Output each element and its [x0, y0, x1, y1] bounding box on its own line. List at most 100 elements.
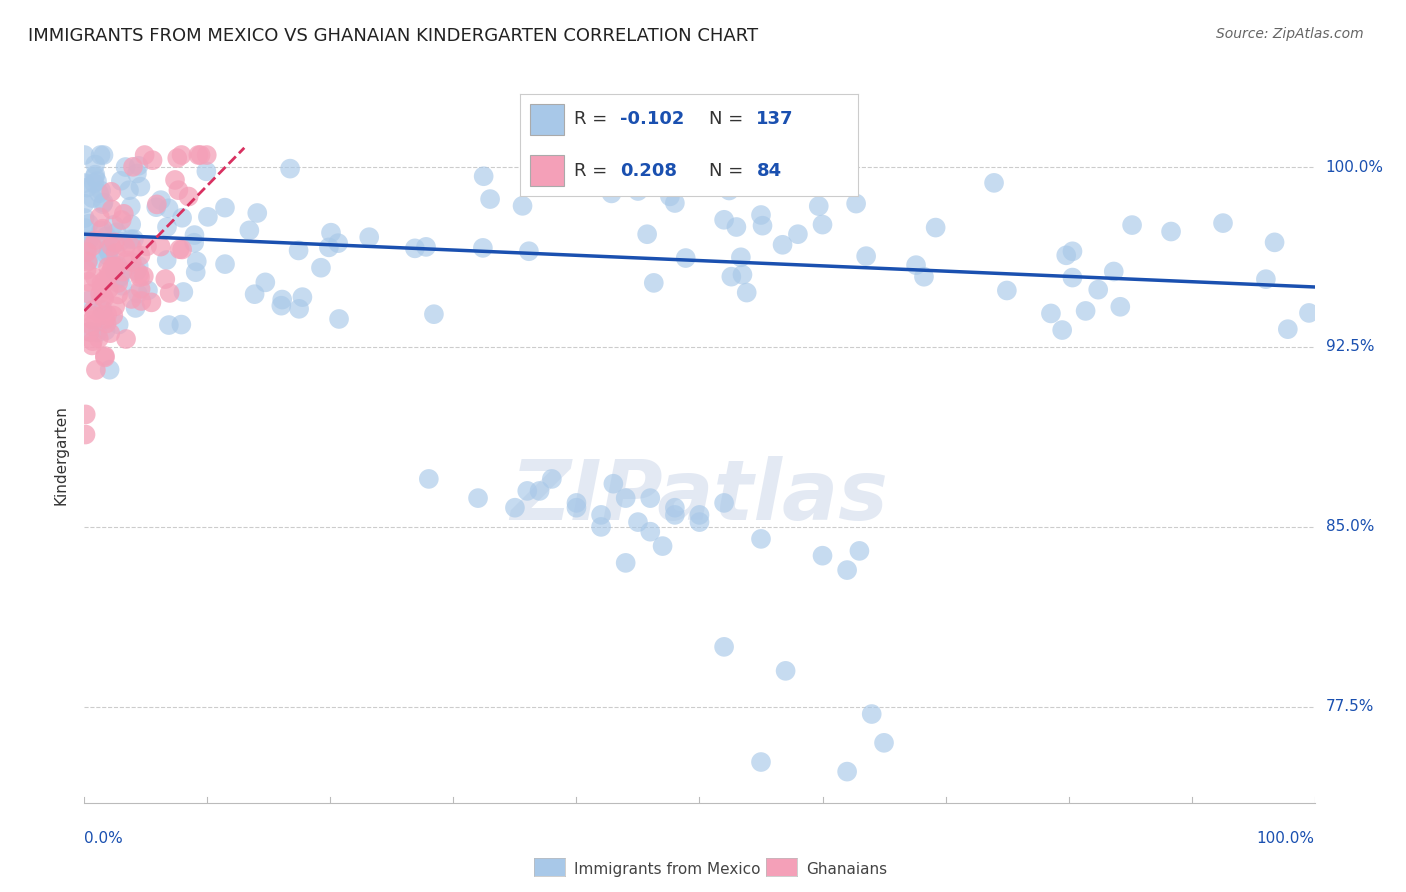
Point: [79, 325, 101, 339]
Point: [287, 244, 309, 258]
Point: [73, 176, 96, 190]
Point: [713, 212, 735, 227]
Point: [243, 287, 266, 301]
Point: [837, 764, 859, 779]
Point: [166, 151, 188, 165]
Point: [658, 189, 681, 203]
Point: [423, 307, 446, 321]
Point: [94, 273, 117, 287]
Point: [600, 186, 623, 201]
Point: [184, 265, 207, 279]
Point: [479, 192, 502, 206]
Text: 84: 84: [756, 161, 782, 179]
Point: [103, 264, 125, 278]
Point: [82, 334, 104, 348]
Point: [90, 281, 112, 295]
Point: [131, 293, 153, 308]
Point: [103, 235, 125, 250]
Point: [664, 196, 686, 211]
Point: [82, 239, 104, 253]
Point: [172, 243, 194, 257]
Point: [89, 286, 111, 301]
Point: [93, 148, 115, 162]
Point: [238, 223, 260, 237]
Point: [725, 219, 748, 234]
Point: [129, 270, 152, 285]
Text: Source: ZipAtlas.com: Source: ZipAtlas.com: [1216, 27, 1364, 41]
Point: [713, 496, 735, 510]
Point: [651, 539, 673, 553]
Point: [77, 233, 100, 247]
Point: [640, 491, 662, 505]
Point: [149, 239, 172, 253]
Point: [591, 520, 613, 534]
Point: [84, 233, 107, 247]
Point: [94, 351, 117, 365]
Point: [177, 189, 200, 203]
Point: [735, 285, 758, 300]
Point: [98, 245, 121, 260]
Point: [127, 286, 149, 301]
Point: [82, 313, 104, 327]
Point: [614, 556, 637, 570]
Point: [94, 324, 117, 338]
Point: [149, 193, 172, 207]
Point: [83, 169, 105, 184]
Text: ZIPatlas: ZIPatlas: [510, 456, 889, 537]
Point: [749, 532, 772, 546]
Point: [749, 755, 772, 769]
Point: [905, 258, 928, 272]
Point: [749, 208, 772, 222]
Point: [155, 272, 177, 286]
Point: [93, 195, 115, 210]
Point: [77, 275, 100, 289]
Point: [115, 332, 138, 346]
Point: [855, 249, 877, 263]
Point: [90, 276, 112, 290]
Point: [84, 157, 107, 171]
Point: [157, 318, 180, 332]
Point: [627, 184, 650, 198]
Point: [77, 286, 100, 301]
Point: [254, 276, 277, 290]
Point: [142, 153, 165, 168]
Point: [512, 199, 534, 213]
Text: 100.0%: 100.0%: [1257, 830, 1315, 846]
Point: [107, 259, 129, 273]
Point: [90, 184, 112, 198]
Text: 100.0%: 100.0%: [1326, 160, 1384, 175]
Point: [122, 232, 145, 246]
Point: [101, 202, 124, 217]
Point: [415, 240, 437, 254]
Point: [983, 176, 1005, 190]
Point: [807, 199, 830, 213]
Point: [77, 217, 100, 231]
Point: [156, 219, 179, 234]
Point: [97, 242, 120, 256]
Point: [1102, 264, 1125, 278]
Point: [183, 228, 205, 243]
Point: [172, 211, 194, 225]
Point: [110, 269, 132, 284]
Point: [318, 240, 340, 254]
Point: [122, 160, 145, 174]
Point: [82, 191, 104, 205]
Point: [664, 500, 686, 515]
Point: [107, 318, 129, 332]
Point: [640, 524, 662, 539]
Point: [643, 276, 665, 290]
Point: [163, 173, 186, 187]
Point: [565, 500, 588, 515]
Point: [195, 148, 218, 162]
Point: [121, 292, 143, 306]
Point: [97, 245, 120, 260]
Point: [845, 196, 868, 211]
Point: [271, 293, 294, 307]
Text: IMMIGRANTS FROM MEXICO VS GHANAIAN KINDERGARTEN CORRELATION CHART: IMMIGRANTS FROM MEXICO VS GHANAIAN KINDE…: [28, 27, 758, 45]
Point: [96, 229, 118, 244]
Point: [94, 349, 117, 363]
Point: [627, 515, 650, 529]
Point: [120, 218, 142, 232]
Point: [136, 239, 159, 253]
Point: [170, 148, 193, 162]
